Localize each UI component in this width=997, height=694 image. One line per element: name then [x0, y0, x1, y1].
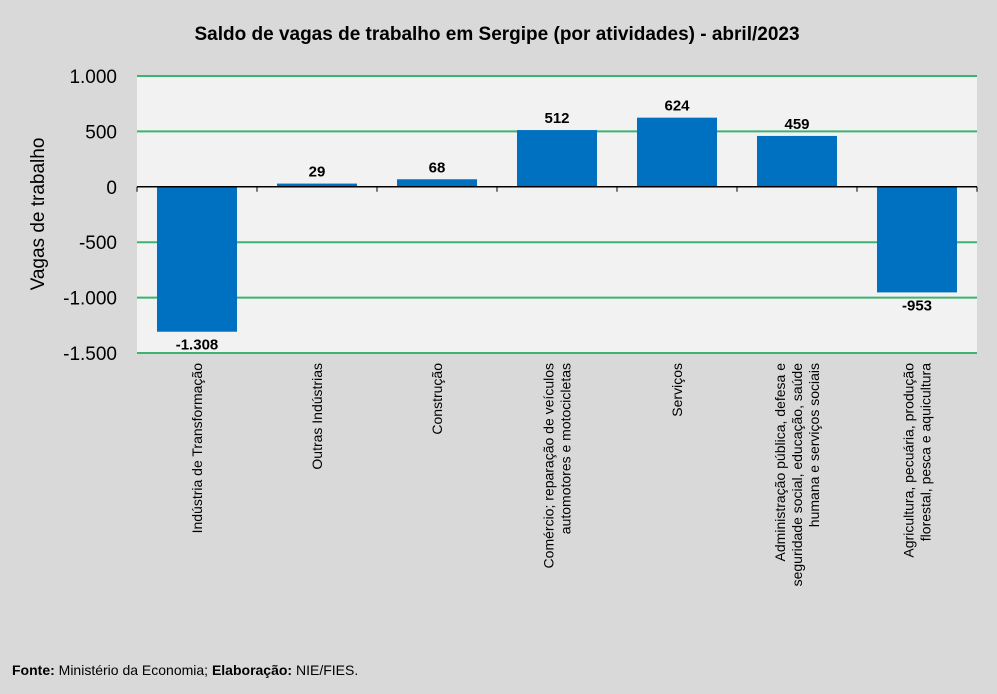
y-tick-label: 500: [85, 122, 117, 143]
data-label: 624: [664, 98, 690, 115]
plot-area: 1.000 500 0 -500 -1.000 -1.500 -1.308 Indústria…: [63, 67, 978, 587]
y-tick-label: -1.000: [63, 289, 117, 310]
y-tick-label: 0: [106, 178, 117, 199]
x-tick-label: Administração pública, defesa e: [772, 363, 788, 562]
footer: Fonte: Ministério da Economia; Elaboraçã…: [12, 662, 358, 678]
y-axis-label: Vagas de trabalho: [28, 138, 49, 291]
data-label: 512: [544, 110, 569, 127]
elaboration-text: NIE/FIES.: [292, 662, 359, 678]
data-label: -953: [902, 297, 932, 314]
x-tick-label: humana e serviços sociais: [806, 363, 822, 527]
x-tick-label: florestal, pesca e aquicultura: [918, 363, 934, 541]
plot-background: [137, 76, 977, 353]
bar: [517, 130, 597, 187]
x-tick-label: Outras Indústrias: [309, 363, 325, 470]
data-label: -1.308: [176, 337, 219, 354]
x-tick-label: Serviços: [669, 363, 685, 417]
bar: [157, 186, 237, 332]
x-tick-label: Indústria de Transformação: [189, 363, 205, 534]
x-tick-label: Comércio; reparação de veículos: [541, 363, 557, 568]
y-tick-label: -1.500: [63, 344, 117, 365]
bar: [277, 183, 357, 187]
elaboration-label: Elaboração:: [211, 662, 293, 678]
bar: [637, 117, 717, 187]
chart-title: Saldo de vagas de trabalho em Sergipe (p…: [194, 24, 799, 45]
y-tick-label: -500: [79, 233, 117, 254]
data-label: 29: [309, 164, 326, 181]
x-tick-label: seguridade social, educação, saúde: [789, 363, 805, 587]
source-label: Fonte:: [12, 662, 55, 678]
x-tick-label: Agricultura, pecuária, produção: [901, 363, 917, 558]
data-label: 459: [784, 116, 809, 133]
bar: [397, 179, 477, 187]
bar: [757, 135, 837, 187]
source-text: Ministério da Economia;: [54, 662, 212, 678]
x-tick-label: automotores e motocicletas: [558, 363, 574, 534]
x-tick-label: Construção: [429, 363, 445, 435]
data-label: 68: [429, 159, 446, 176]
bar: [877, 186, 957, 293]
y-tick-label: 1.000: [69, 67, 117, 88]
